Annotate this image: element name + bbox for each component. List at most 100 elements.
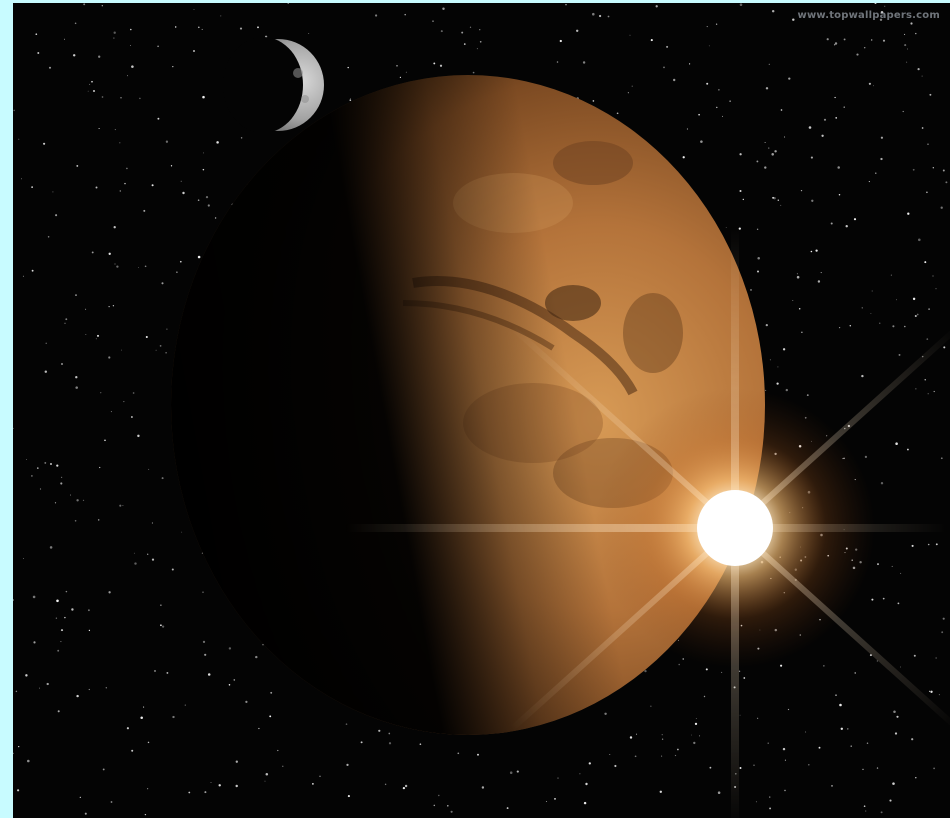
star bbox=[933, 767, 935, 770]
star bbox=[151, 558, 155, 561]
star bbox=[479, 40, 482, 43]
star bbox=[399, 76, 402, 79]
star bbox=[853, 218, 857, 221]
star bbox=[114, 129, 116, 131]
star bbox=[165, 140, 169, 143]
wallpaper-frame: www.topwallpapers.com bbox=[13, 3, 950, 818]
star bbox=[729, 100, 731, 102]
star bbox=[39, 687, 40, 689]
star bbox=[788, 77, 791, 80]
star bbox=[143, 706, 145, 708]
star bbox=[840, 727, 843, 730]
star bbox=[784, 789, 786, 792]
star bbox=[108, 306, 110, 308]
star bbox=[689, 63, 691, 65]
star bbox=[800, 189, 803, 192]
star bbox=[72, 54, 76, 57]
star bbox=[722, 115, 723, 117]
star bbox=[52, 191, 54, 193]
star bbox=[914, 314, 917, 318]
star bbox=[892, 325, 895, 328]
star bbox=[856, 53, 859, 56]
star bbox=[899, 666, 901, 668]
star bbox=[700, 140, 703, 143]
star bbox=[750, 288, 752, 291]
star bbox=[894, 732, 898, 735]
star bbox=[907, 48, 909, 50]
star bbox=[119, 142, 121, 144]
star bbox=[721, 671, 723, 673]
star bbox=[101, 5, 103, 7]
star bbox=[308, 33, 310, 35]
star bbox=[388, 732, 391, 735]
star bbox=[193, 8, 195, 11]
star bbox=[144, 265, 147, 268]
star bbox=[940, 457, 943, 460]
star bbox=[192, 49, 196, 53]
star bbox=[796, 275, 800, 279]
star bbox=[661, 738, 664, 740]
star bbox=[898, 353, 901, 356]
star bbox=[810, 156, 813, 159]
star bbox=[262, 644, 264, 646]
star bbox=[756, 160, 759, 163]
star bbox=[808, 764, 810, 766]
star bbox=[161, 282, 164, 285]
star bbox=[739, 767, 742, 769]
star bbox=[172, 65, 174, 68]
star bbox=[89, 83, 91, 85]
star bbox=[108, 252, 111, 255]
star bbox=[476, 48, 478, 50]
star bbox=[160, 604, 162, 606]
star bbox=[84, 812, 87, 815]
star bbox=[941, 631, 944, 634]
star bbox=[438, 794, 440, 797]
star bbox=[205, 195, 209, 199]
star bbox=[864, 455, 868, 459]
star bbox=[792, 300, 794, 301]
star bbox=[863, 46, 866, 49]
star bbox=[918, 238, 921, 242]
star bbox=[255, 655, 258, 659]
star bbox=[757, 256, 760, 260]
star bbox=[784, 759, 786, 761]
star bbox=[100, 392, 102, 394]
star bbox=[404, 784, 408, 788]
star bbox=[835, 694, 837, 696]
star bbox=[91, 251, 94, 254]
star bbox=[188, 791, 191, 794]
star bbox=[402, 786, 406, 790]
star bbox=[184, 704, 186, 706]
star bbox=[447, 805, 449, 807]
star bbox=[686, 128, 688, 130]
star bbox=[139, 97, 141, 100]
star bbox=[165, 351, 167, 354]
star bbox=[92, 89, 96, 93]
star bbox=[477, 753, 479, 756]
star bbox=[87, 609, 90, 612]
star bbox=[180, 180, 182, 182]
star bbox=[897, 602, 900, 605]
star bbox=[877, 563, 879, 566]
star bbox=[25, 674, 28, 677]
star bbox=[202, 591, 204, 593]
star bbox=[384, 783, 387, 786]
star bbox=[891, 565, 893, 567]
star bbox=[166, 328, 168, 330]
star bbox=[927, 393, 929, 395]
star bbox=[876, 660, 878, 662]
star bbox=[945, 181, 948, 184]
star bbox=[866, 742, 869, 745]
star bbox=[823, 118, 827, 121]
star bbox=[845, 225, 848, 228]
space-scene bbox=[13, 3, 950, 818]
star bbox=[835, 117, 838, 119]
star bbox=[220, 15, 222, 17]
star bbox=[808, 126, 812, 129]
star bbox=[943, 346, 946, 349]
star bbox=[31, 475, 33, 477]
star bbox=[463, 43, 466, 45]
star bbox=[235, 784, 238, 788]
star bbox=[806, 394, 809, 396]
star bbox=[557, 777, 559, 779]
